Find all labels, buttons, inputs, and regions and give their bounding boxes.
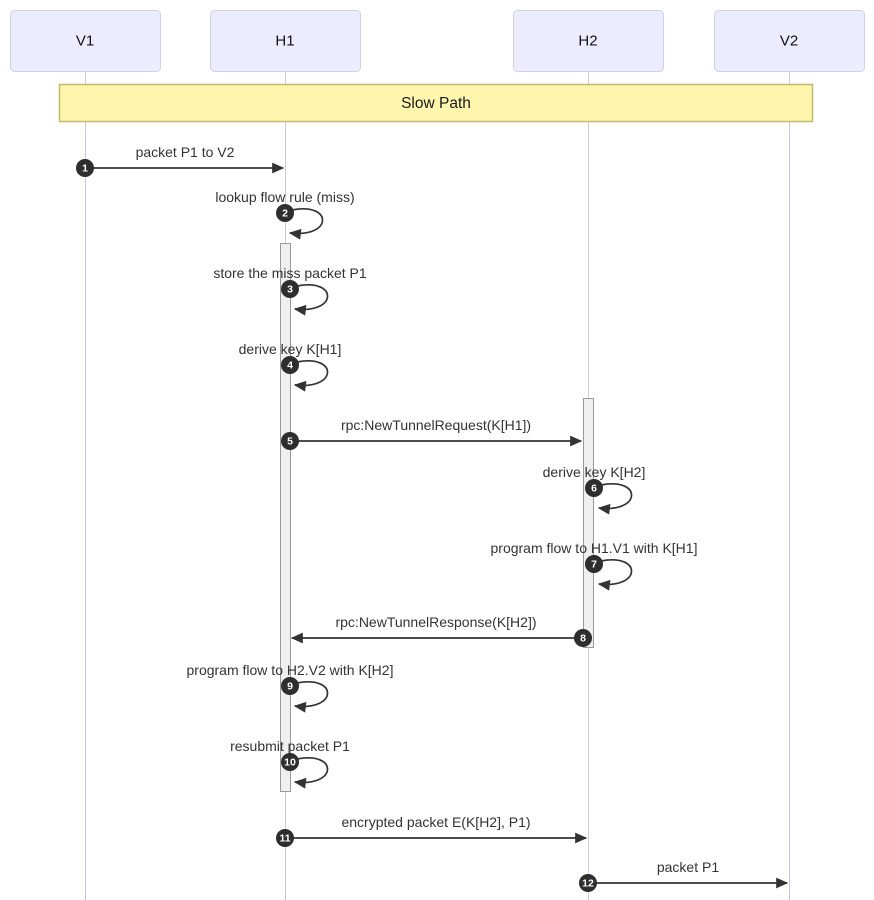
message-7-self-arrow <box>597 559 633 591</box>
message-2-self-arrow <box>288 208 324 240</box>
message-7: program flow to H1.V1 with K[H1] 7 <box>491 540 698 591</box>
message-2-label: lookup flow rule (miss) <box>215 189 354 205</box>
message-10-self-arrow <box>293 757 329 789</box>
message-6-number: 6 <box>591 483 597 495</box>
message-11: encrypted packet E(K[H2], P1) 11 <box>276 814 588 847</box>
message-8-number: 8 <box>580 633 586 645</box>
sequence-number-badge <box>281 677 299 695</box>
participant-v1-label: V1 <box>76 33 94 50</box>
message-9-self-arrow <box>293 681 329 713</box>
message-9-label: program flow to H2.V2 with K[H2] <box>187 662 394 678</box>
participant-h1: H1 <box>210 10 361 72</box>
message-7-number: 7 <box>591 559 597 571</box>
message-5-number: 5 <box>287 436 293 448</box>
message-10-number: 10 <box>284 757 296 769</box>
message-12-number: 12 <box>582 878 594 890</box>
participant-h1-label: H1 <box>275 33 294 50</box>
sequence-number-badge <box>579 874 597 892</box>
message-11-number: 11 <box>279 833 290 845</box>
participant-h2-label: H2 <box>578 33 597 50</box>
message-12: packet P1 12 <box>579 859 789 892</box>
participant-v1: V1 <box>10 10 161 72</box>
slow-path-band: Slow Path <box>58 83 814 123</box>
message-2: lookup flow rule (miss) 2 <box>215 189 355 240</box>
message-8: rpc:NewTunnelResponse(K[H2]) 8 <box>290 614 592 647</box>
sequence-number-badge <box>281 280 299 298</box>
participant-h2: H2 <box>513 10 664 72</box>
message-1-number: 1 <box>82 163 88 175</box>
sequence-number-badge <box>76 159 94 177</box>
message-5: rpc:NewTunnelRequest(K[H1]) 5 <box>281 417 583 450</box>
message-3: store the miss packet P1 3 <box>213 265 367 316</box>
message-12-label: packet P1 <box>657 859 719 875</box>
message-3-number: 3 <box>287 284 293 296</box>
message-6: derive key K[H2] 6 <box>543 464 646 515</box>
sequence-number-badge <box>281 753 299 771</box>
message-11-label: encrypted packet E(K[H2], P1) <box>341 814 530 830</box>
sequence-number-badge <box>281 432 299 450</box>
message-5-label: rpc:NewTunnelRequest(K[H1]) <box>341 417 531 433</box>
message-2-number: 2 <box>282 208 288 220</box>
sequence-number-badge <box>574 629 592 647</box>
message-1-label: packet P1 to V2 <box>136 144 235 160</box>
message-6-self-arrow <box>597 483 633 515</box>
message-10-label: resubmit packet P1 <box>230 738 350 754</box>
activation-bar-h1 <box>280 243 291 792</box>
message-6-label: derive key K[H2] <box>543 464 646 480</box>
activation-bar-h2 <box>583 398 594 648</box>
message-4-self-arrow <box>293 360 329 392</box>
sequence-number-badge <box>276 829 294 847</box>
sequence-number-badge <box>276 204 294 222</box>
message-9: program flow to H2.V2 with K[H2] 9 <box>187 662 394 713</box>
message-7-label: program flow to H1.V1 with K[H1] <box>491 540 698 556</box>
message-9-number: 9 <box>287 681 293 693</box>
slow-path-band-label: Slow Path <box>401 95 471 112</box>
message-3-label: store the miss packet P1 <box>213 265 367 281</box>
sequence-number-badge <box>585 555 603 573</box>
message-4: derive key K[H1] 4 <box>239 341 342 392</box>
message-8-label: rpc:NewTunnelResponse(K[H2]) <box>335 614 536 630</box>
sequence-number-badge <box>585 479 603 497</box>
message-1: packet P1 to V2 1 <box>76 144 285 177</box>
participant-v2: V2 <box>714 10 865 72</box>
message-4-number: 4 <box>287 360 293 372</box>
participant-v2-label: V2 <box>780 33 798 50</box>
message-3-self-arrow <box>293 284 329 316</box>
message-10: resubmit packet P1 10 <box>230 738 350 789</box>
sequence-number-badge <box>281 356 299 374</box>
message-4-label: derive key K[H1] <box>239 341 342 357</box>
